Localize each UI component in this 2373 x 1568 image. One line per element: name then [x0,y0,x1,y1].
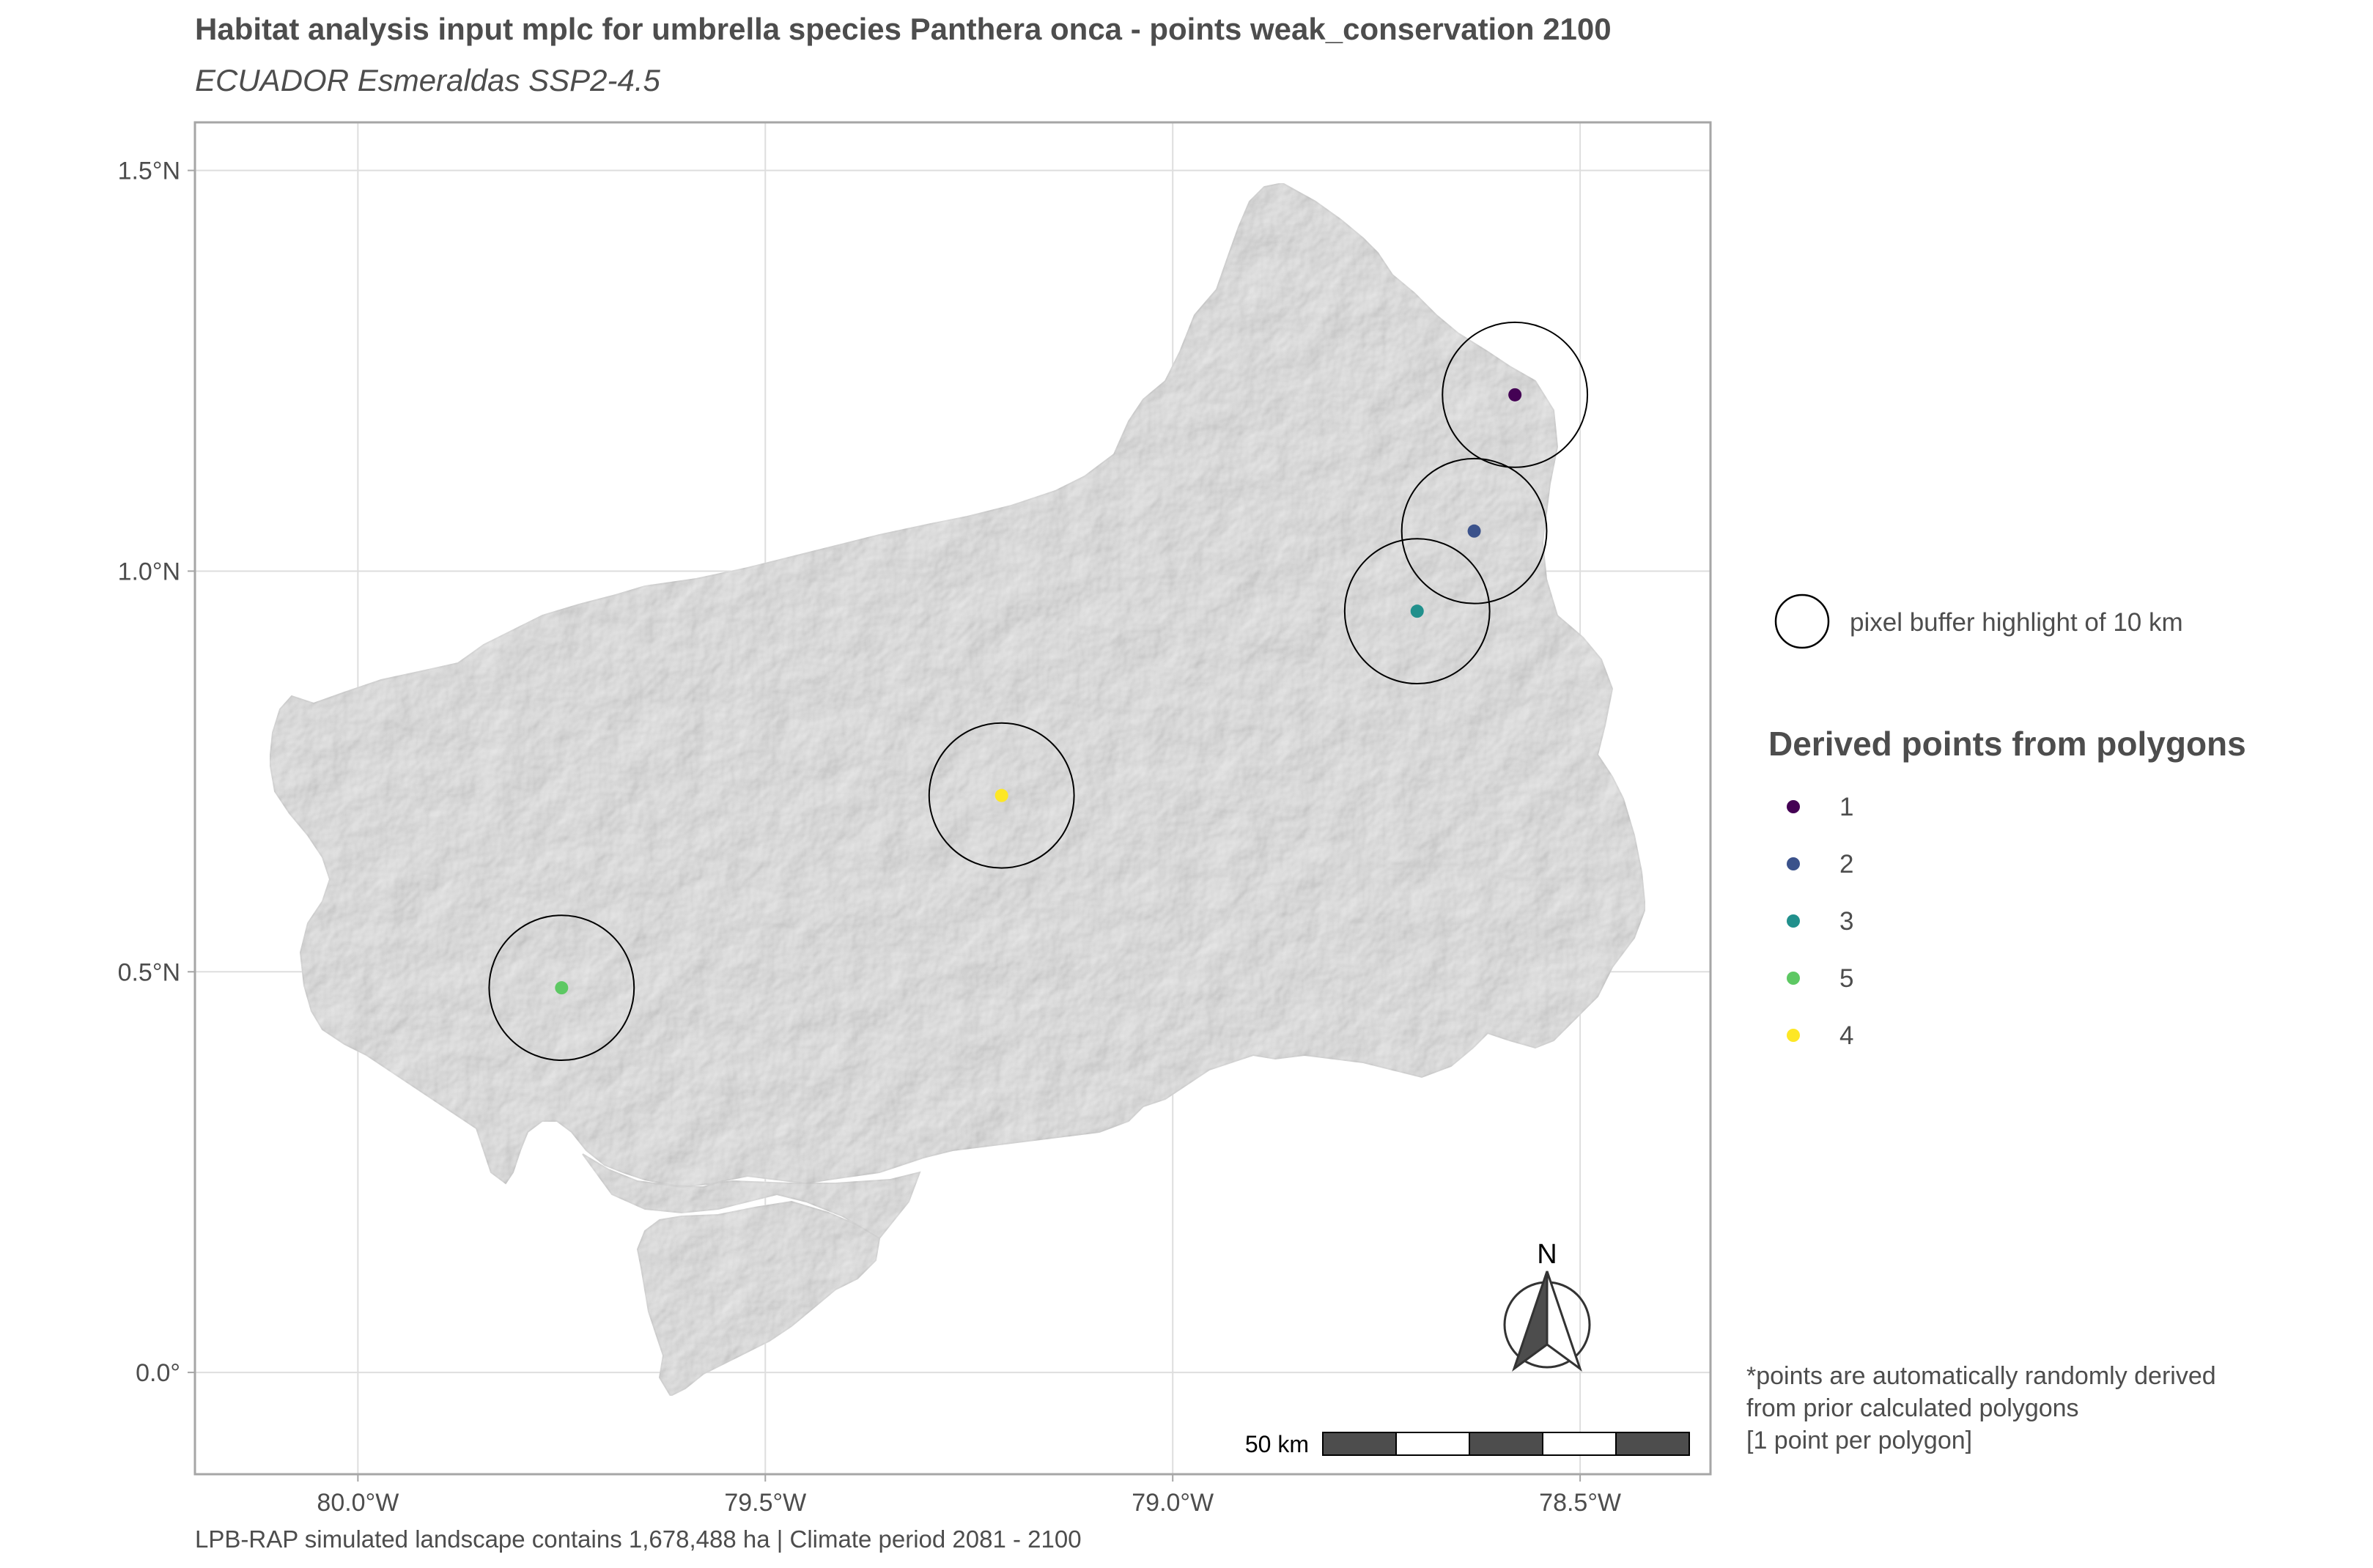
legend-point-icon [1787,972,1800,985]
x-tick-label: 80.0°W [317,1489,399,1517]
legend-point-icon [1787,857,1800,870]
point-marker-1[interactable] [1508,388,1522,402]
point-marker-5[interactable] [555,981,569,995]
legend-points: Derived points from polygons 1 2 3 5 4 [1768,725,2246,1050]
y-tick-label: 1.0°N [118,558,180,585]
legend-item-label: 3 [1839,907,1853,936]
legend-buffer-label: pixel buffer highlight of 10 km [1850,608,2183,637]
caption: LPB-RAP simulated landscape contains 1,6… [195,1526,1082,1553]
x-tick-label: 79.0°W [1132,1489,1214,1517]
buffer-circle-2 [1400,457,1548,604]
esmeraldas-landmass [268,182,1647,1397]
legend-point-icon [1787,1029,1800,1042]
legend-item-label: 1 [1839,793,1853,821]
map-title: Habitat analysis input mplc for umbrella… [195,12,1612,46]
buffer-legend-icon [1774,593,1830,649]
x-tick-label: 78.5°W [1539,1489,1621,1517]
scale-bar: 50 km [1245,1431,1690,1457]
buffer-circle-3 [1343,538,1491,685]
north-arrow-icon: N [1503,1239,1591,1372]
legend-point-icon [1787,914,1800,928]
footnote-line: *points are automatically randomly deriv… [1746,1362,2216,1390]
y-tick-label: 0.0° [136,1359,180,1387]
map-subtitle: ECUADOR Esmeraldas SSP2-4.5 [195,63,660,97]
x-axis-ticks: 80.0°W 79.5°W 79.0°W 78.5°W [317,1474,1621,1517]
y-tick-label: 0.5°N [118,958,180,986]
buffer-circle-1 [1442,321,1589,468]
legend-buffer: pixel buffer highlight of 10 km [1774,593,2183,649]
derived-points [555,388,1522,995]
legend-item-label: 5 [1839,964,1853,993]
buffer-circles [488,321,1589,1062]
scale-bar-label: 50 km [1245,1431,1309,1457]
map-panel-border [193,121,1712,1476]
footnote-line: [1 point per polygon] [1746,1427,1973,1454]
footnote-line: from prior calculated polygons [1746,1394,2079,1422]
y-tick-label: 1.5°N [118,158,180,185]
legend-item-label: 4 [1839,1021,1853,1050]
point-marker-3[interactable] [1410,604,1424,618]
legend-item-label: 2 [1839,850,1853,879]
legend-title: Derived points from polygons [1768,725,2246,763]
x-tick-label: 79.5°W [724,1489,806,1517]
footnote: *points are automatically randomly deriv… [1746,1360,2216,1457]
y-axis-ticks: 0.0° 0.5°N 1.0°N 1.5°N [118,158,195,1387]
point-marker-2[interactable] [1467,524,1481,538]
legend-point-icon [1787,800,1800,813]
point-marker-4[interactable] [994,788,1008,802]
north-label: N [1537,1239,1557,1270]
buffer-circle-5 [488,914,635,1062]
buffer-circle-4 [928,722,1075,869]
